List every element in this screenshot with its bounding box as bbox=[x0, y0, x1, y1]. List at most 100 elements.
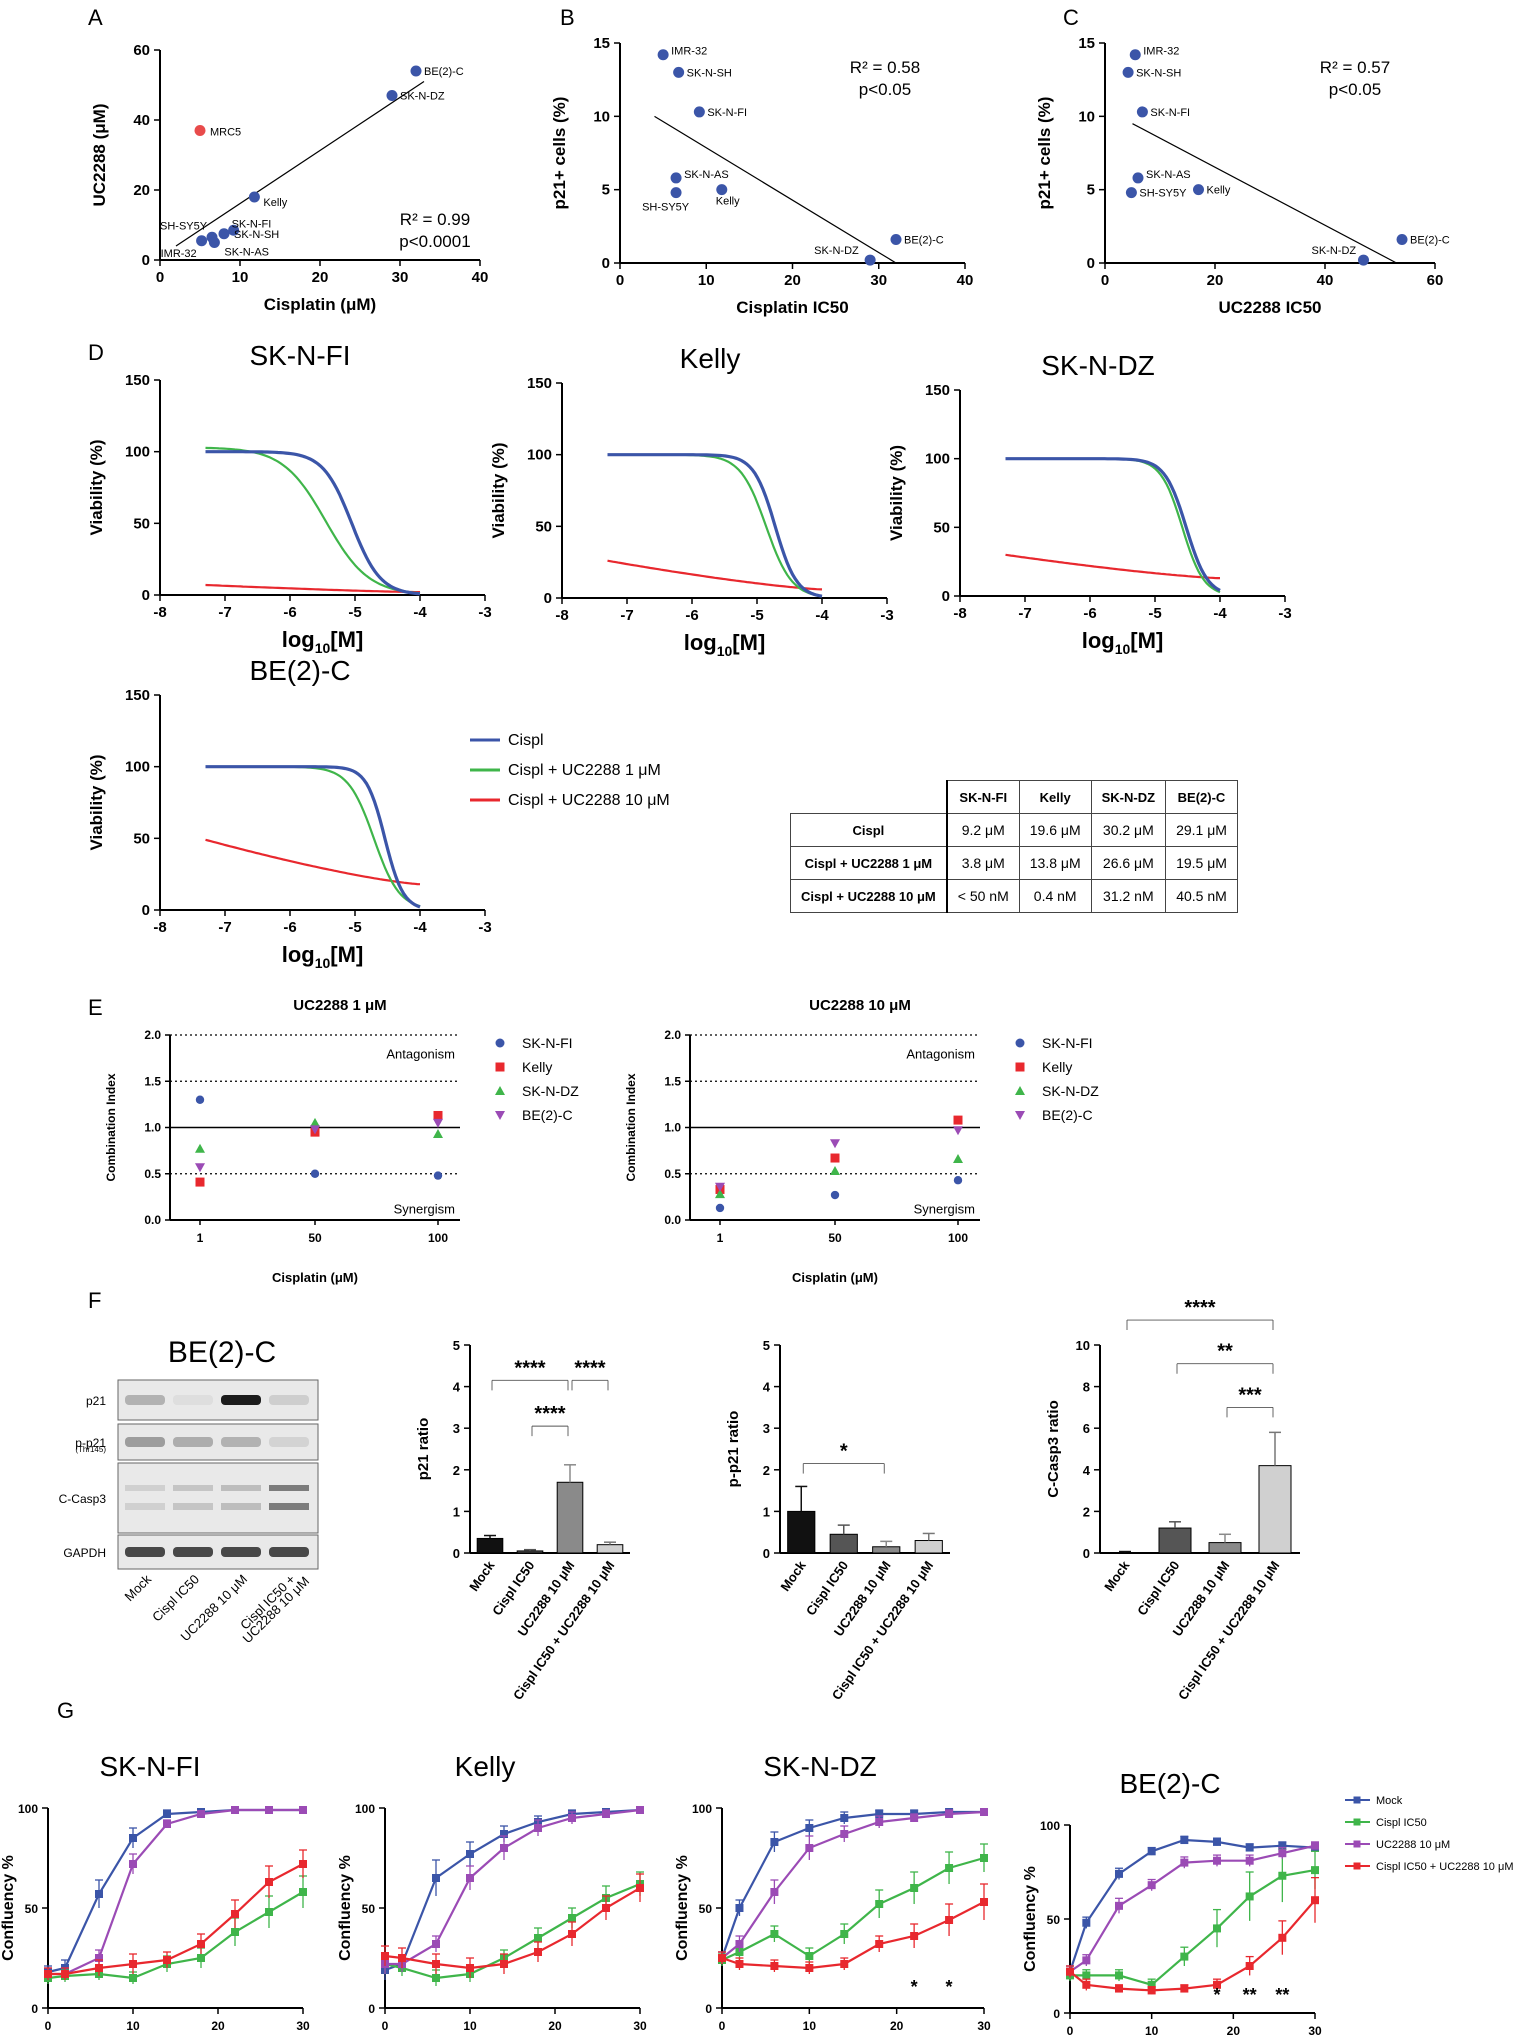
y-axis-label: Confluency % bbox=[0, 1855, 17, 1961]
growth-point bbox=[875, 1818, 884, 1826]
scatter-A-x-tick-label: 10 bbox=[232, 269, 249, 286]
dose-3-x-tick-label: -5 bbox=[348, 919, 361, 936]
legend-marker bbox=[1015, 1086, 1025, 1095]
dose-1-y-tick-label: 50 bbox=[535, 518, 552, 535]
dose-3-y-tick-label: 100 bbox=[125, 759, 150, 776]
growth-point bbox=[129, 1834, 137, 1842]
growth-point bbox=[770, 1838, 779, 1846]
growth-point bbox=[1180, 1836, 1189, 1845]
cispl-curve bbox=[205, 765, 421, 909]
growth-2-x-tick-label: 10 bbox=[803, 2019, 817, 2033]
significance-stars: **** bbox=[514, 1357, 545, 1379]
bar bbox=[1258, 1465, 1292, 1554]
scatter-A-y-tick-label: 0 bbox=[142, 252, 150, 269]
growth-point bbox=[1311, 1866, 1319, 1875]
growth-point bbox=[231, 1910, 239, 1918]
dose-0-y-tick-label: 150 bbox=[125, 372, 150, 389]
growth-1-x-tick-label: 30 bbox=[633, 2019, 647, 2033]
ic50-cell: 31.2 nM bbox=[1090, 879, 1167, 913]
growth-point bbox=[95, 1964, 103, 1972]
dose-3-x-tick-label: -3 bbox=[478, 919, 491, 936]
growth-3-y-tick-label: 100 bbox=[1040, 1819, 1060, 1833]
point-label: BE(2)-C bbox=[904, 235, 944, 247]
ci-point bbox=[433, 1171, 443, 1180]
legend-label: Kelly bbox=[522, 1059, 552, 1075]
bar-category-label: Mock bbox=[466, 1557, 498, 1593]
growth-point bbox=[197, 1940, 205, 1948]
x-axis-label: Cisplatin (μM) bbox=[792, 1270, 878, 1285]
ci-point bbox=[715, 1189, 725, 1199]
growth-plot-title: SK-N-FI bbox=[99, 1751, 200, 1782]
growth-point bbox=[231, 1928, 239, 1936]
blot-band bbox=[173, 1547, 213, 1557]
dose-1-y-tick-label: 150 bbox=[527, 375, 552, 392]
growth-line bbox=[384, 1808, 641, 1972]
dose-1-x-tick-label: -5 bbox=[750, 607, 763, 624]
bar-0-y-tick-label: 3 bbox=[453, 1421, 460, 1436]
data-point bbox=[673, 66, 685, 78]
x-axis-label: log10[M] bbox=[282, 942, 364, 971]
significance-stars: * bbox=[840, 1441, 848, 1463]
point-label: SH-SY5Y bbox=[642, 202, 690, 214]
dose-3-x-tick-label: -7 bbox=[218, 919, 231, 936]
ic50-col-header: BE(2)-C bbox=[1165, 780, 1238, 814]
dose-plot-title: BE(2)-C bbox=[249, 655, 350, 686]
growth-point bbox=[1147, 1881, 1156, 1890]
point-label: SK-N-AS bbox=[1146, 169, 1191, 181]
significance-stars: ** bbox=[1217, 1341, 1233, 1363]
uc2288-10-curve bbox=[205, 583, 420, 594]
bar bbox=[556, 1481, 584, 1554]
blot-band bbox=[269, 1485, 309, 1491]
growth-point bbox=[770, 1930, 779, 1938]
growth-point bbox=[1180, 1952, 1189, 1961]
data-point bbox=[716, 184, 728, 196]
dose-3-x-tick-label: -6 bbox=[283, 919, 296, 936]
growth-point bbox=[432, 1974, 440, 1982]
significance-stars: ** bbox=[1243, 1985, 1257, 2005]
dose-2-x-tick-label: -3 bbox=[1278, 605, 1291, 622]
blot-row-label: C-Casp3 bbox=[59, 1492, 107, 1506]
ci-y-tick-label: 0.0 bbox=[664, 1213, 681, 1227]
growth-point bbox=[381, 1952, 389, 1960]
ci-point bbox=[830, 1139, 840, 1149]
growth-plot-title: Kelly bbox=[455, 1751, 516, 1782]
scatter-C-x-tick-label: 20 bbox=[1207, 272, 1224, 289]
ci-point bbox=[433, 1128, 443, 1138]
dose-2-x-tick-label: -7 bbox=[1018, 605, 1031, 622]
growth-2-y-tick-label: 50 bbox=[699, 1902, 713, 1916]
ic50-cell: 13.8 μM bbox=[1018, 846, 1092, 880]
ic50-col-header: SK-N-DZ bbox=[1090, 780, 1167, 814]
y-axis-label: Viability (%) bbox=[87, 754, 106, 850]
growth-point bbox=[432, 1960, 440, 1968]
cispl-curve bbox=[205, 450, 421, 596]
bar-0-y-tick-label: 1 bbox=[453, 1504, 460, 1519]
blot-band bbox=[221, 1437, 261, 1447]
bar-category-label: Cispl IC50 bbox=[803, 1558, 851, 1618]
blot-strip bbox=[117, 1423, 319, 1461]
bar bbox=[516, 1550, 544, 1554]
point-label: SK-N-DZ bbox=[814, 245, 859, 257]
r-squared: R² = 0.99 bbox=[400, 210, 470, 229]
dose-1-y-tick-label: 0 bbox=[544, 590, 552, 607]
ci-y-tick-label: 2.0 bbox=[144, 1028, 161, 1042]
ci-y-tick-label: 1.5 bbox=[144, 1074, 161, 1088]
ci-point bbox=[310, 1125, 320, 1135]
dose-0-x-tick-label: -5 bbox=[348, 604, 361, 621]
scatter-A-x-tick-label: 0 bbox=[156, 269, 164, 286]
legend-marker bbox=[1353, 1818, 1361, 1826]
ci-point bbox=[830, 1153, 840, 1163]
growth-point bbox=[1115, 1869, 1123, 1878]
legend-marker bbox=[1015, 1038, 1025, 1048]
blot-band bbox=[221, 1485, 261, 1491]
growth-plot-title: BE(2)-C bbox=[1119, 1768, 1220, 1799]
growth-point bbox=[910, 1884, 919, 1892]
point-label: BE(2)-C bbox=[1410, 235, 1450, 247]
scatter-A-y-tick-label: 40 bbox=[133, 112, 150, 129]
bar bbox=[1158, 1527, 1192, 1554]
ci-point bbox=[195, 1177, 205, 1187]
dose-2-x-tick-label: -8 bbox=[953, 605, 966, 622]
y-axis-label: Viability (%) bbox=[87, 439, 106, 535]
scatter-C-y-tick-label: 5 bbox=[1087, 182, 1095, 199]
bar-0-y-tick-label: 2 bbox=[453, 1463, 460, 1478]
growth-point bbox=[602, 1904, 610, 1912]
